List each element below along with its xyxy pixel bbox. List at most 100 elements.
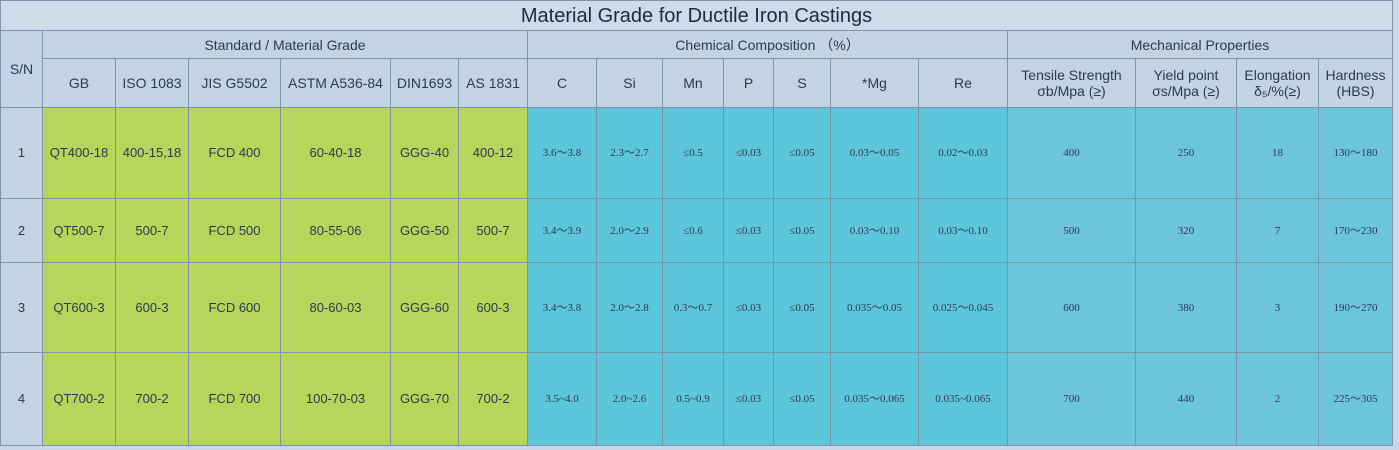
cell-text: 500-7 [476, 222, 510, 238]
cell-text: 3 [1274, 301, 1281, 314]
table-cell: 60-40-18 [280, 107, 391, 199]
table-cell: GGG-50 [390, 198, 459, 263]
cell-text: GGG-60 [399, 299, 450, 315]
table-cell: 380 [1135, 262, 1237, 353]
table-cell: 225～305 [1318, 352, 1393, 446]
cell-text: Tensile Strength [1021, 67, 1122, 83]
column-header: S [773, 58, 831, 108]
cell-text: 3.6～3.8 [542, 147, 582, 159]
cell-text: 250 [1177, 147, 1195, 159]
cell-text: P [743, 75, 754, 91]
table-cell: 0.025～0.045 [918, 262, 1008, 353]
cell-text: 2.0～2.9 [610, 224, 649, 237]
cell-text: ≤0.03 [735, 393, 762, 405]
cell-text: 2.0~2.6 [612, 393, 647, 405]
cell-text: Chemical Composition （%） [675, 36, 860, 53]
table-cell: QT400-18 [42, 107, 116, 199]
table-cell: FCD 700 [188, 352, 281, 446]
table-cell: FCD 500 [188, 198, 281, 263]
table-cell: 3.6～3.8 [527, 107, 597, 199]
cell-text: QT700-2 [53, 391, 105, 406]
table-cell: GGG-70 [390, 352, 459, 446]
cell-text: 0.03～0.10 [938, 224, 988, 237]
column-header: GB [42, 58, 116, 108]
cell-text: ≤0.05 [789, 301, 815, 314]
cell-text: FCD 700 [208, 391, 261, 406]
cell-text: ≤0.05 [789, 147, 815, 159]
table-cell: 700 [1007, 352, 1136, 446]
cell-text: GGG-50 [399, 222, 450, 238]
table-cell: 2 [1236, 352, 1319, 446]
table-cell: ≤0.03 [723, 352, 774, 446]
cell-text: 600-3 [135, 299, 169, 315]
table-cell: 2.0~2.6 [596, 352, 663, 446]
table-cell: 700-2 [458, 352, 528, 446]
table-cell: QT500-7 [42, 198, 116, 263]
cell-text: JIS G5502 [201, 75, 268, 91]
cell-text: δ₅/%(≥) [1254, 83, 1301, 99]
cell-text: 18 [1272, 147, 1283, 159]
cell-text: 500-7 [135, 222, 169, 238]
cell-text: 700-2 [135, 391, 169, 406]
table-cell: 700-2 [115, 352, 189, 446]
cell-text: 380 [1177, 301, 1195, 314]
cell-text: (HBS) [1336, 83, 1375, 99]
table-cell: 4 [0, 352, 43, 446]
cell-text: DIN1693 [396, 75, 453, 91]
cell-text: S [797, 75, 807, 91]
table-cell: 1 [0, 107, 43, 199]
table-cell: ≤0.05 [773, 107, 831, 199]
table-cell: 2 [0, 198, 43, 263]
cell-text: 100-70-03 [305, 391, 366, 406]
table-cell: 0.3～0.7 [662, 262, 724, 353]
cell-text: AS 1831 [466, 75, 520, 91]
table-cell: 0.035～0.065 [830, 352, 919, 446]
cell-text: 400 [1063, 147, 1080, 159]
table-cell: 3.4～3.9 [527, 198, 597, 263]
cell-text: ≤0.05 [789, 393, 815, 405]
cell-text: 130～180 [1333, 147, 1378, 159]
table-cell: 170～230 [1318, 198, 1393, 263]
cell-text: 0.03～0.10 [849, 224, 900, 237]
cell-text: 3.4～3.9 [542, 224, 582, 237]
group-header: Chemical Composition （%） [527, 30, 1008, 59]
table-cell: 7 [1236, 198, 1319, 263]
table-cell: ≤0.5 [662, 107, 724, 199]
cell-text: Re [954, 75, 972, 91]
cell-text: ≤0.03 [735, 224, 762, 237]
cell-text: 0.025～0.045 [932, 301, 994, 314]
table-cell: ≤0.05 [773, 262, 831, 353]
cell-text: Mechanical Properties [1130, 36, 1270, 53]
cell-text: 0.02～0.03 [938, 147, 988, 159]
cell-text: 400-15,18 [122, 145, 182, 160]
cell-text: QT600-3 [53, 299, 105, 315]
column-header: Tensile Strength σb/Mpa (≥) [1007, 58, 1136, 108]
table-cell: 100-70-03 [280, 352, 391, 446]
table-cell: 250 [1135, 107, 1237, 199]
table-cell: 600-3 [115, 262, 189, 353]
table-cell: 0.035～0.05 [830, 262, 919, 353]
cell-text: 0.035～0.05 [847, 301, 902, 314]
table-cell: 400 [1007, 107, 1136, 199]
cell-text: 2 [1274, 393, 1281, 405]
column-header: Si [596, 58, 663, 108]
cell-text: C [556, 75, 568, 91]
table-cell: QT600-3 [42, 262, 116, 353]
cell-text: ≤0.03 [735, 301, 762, 314]
cell-text: 0.3～0.7 [673, 301, 713, 314]
column-header: JIS G5502 [188, 58, 281, 108]
sn-header: S/N [0, 30, 43, 108]
table-cell: GGG-40 [390, 107, 459, 199]
column-header: ISO 1083 [115, 58, 189, 108]
cell-text: Si [623, 75, 636, 91]
table-cell: 130～180 [1318, 107, 1393, 199]
table-cell: 320 [1135, 198, 1237, 263]
table-cell: ≤0.03 [723, 107, 774, 199]
table-cell: 3.4～3.8 [527, 262, 597, 353]
table-cell: 3 [1236, 262, 1319, 353]
table-cell: ≤0.05 [773, 198, 831, 263]
table-cell: ≤0.03 [723, 198, 774, 263]
table-cell: 3.5~4.0 [527, 352, 597, 446]
cell-text: GGG-70 [399, 391, 450, 406]
cell-text: ≤0.5 [683, 147, 703, 159]
